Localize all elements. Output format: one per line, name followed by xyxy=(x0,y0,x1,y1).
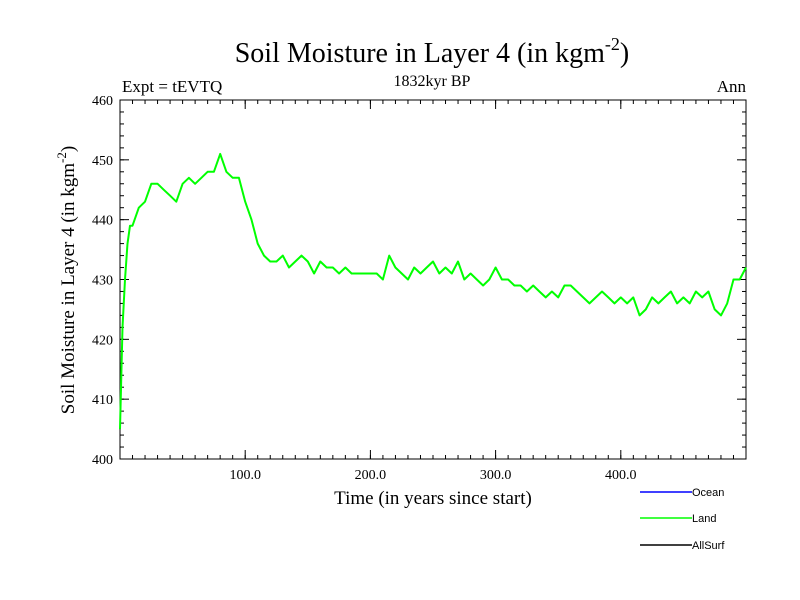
plot-frame xyxy=(119,99,747,460)
chart-subtitle: 1832kyr BP xyxy=(394,73,471,90)
season-label: Ann xyxy=(717,77,747,96)
y-tick-label: 460 xyxy=(92,94,113,109)
chart-title: Soil Moisture in Layer 4 (in kgm-2) xyxy=(235,34,630,69)
experiment-label: Expt = tEVTQ xyxy=(122,77,222,96)
y-axis-label: Soil Moisture in Layer 4 (in kgm-2) xyxy=(54,146,79,414)
y-tick-label: 410 xyxy=(92,393,113,408)
minor-ticks xyxy=(120,100,746,459)
x-tick-label: 400.0 xyxy=(605,468,637,483)
y-tick-label: 430 xyxy=(92,274,113,289)
legend-item-allsurf: AllSurf xyxy=(640,540,725,552)
y-tick-label: 420 xyxy=(92,333,113,348)
x-axis-label: Time (in years since start) xyxy=(334,488,532,509)
y-tick-label: 400 xyxy=(92,453,113,468)
legend-item-ocean: Ocean xyxy=(640,487,724,499)
legend-label-allsurf: AllSurf xyxy=(692,540,725,552)
legend: Ocean Land AllSurf xyxy=(640,487,725,552)
x-tick-label: 200.0 xyxy=(355,468,387,483)
legend-item-land: Land xyxy=(640,513,716,525)
legend-label-land: Land xyxy=(692,513,716,525)
x-tick-labels: 100.0 200.0 300.0 400.0 xyxy=(229,468,636,483)
x-tick-label: 100.0 xyxy=(229,468,261,483)
y-tick-labels: 400 410 420 430 440 450 460 xyxy=(92,94,113,468)
x-tick-label: 300.0 xyxy=(480,468,512,483)
y-major-ticks xyxy=(120,99,746,460)
legend-label-ocean: Ocean xyxy=(692,487,724,499)
y-tick-label: 450 xyxy=(92,154,113,169)
x-major-ticks xyxy=(244,100,622,459)
y-tick-label: 440 xyxy=(92,214,113,229)
land-series-line xyxy=(119,152,747,430)
